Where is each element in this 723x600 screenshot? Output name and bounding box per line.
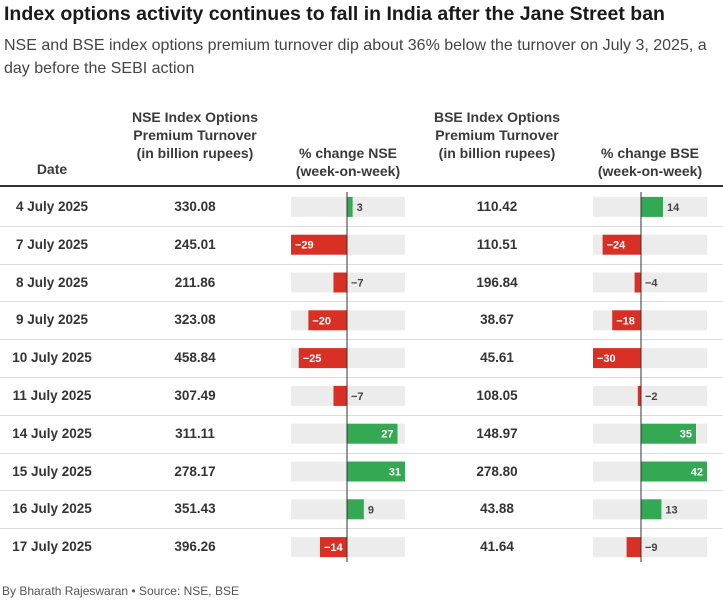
chart-title: Index options activity continues to fall… xyxy=(4,3,665,25)
nse-pct-label: −7 xyxy=(351,391,364,403)
row-nse-turnover: 245.01 xyxy=(174,236,216,252)
row-date: 17 July 2025 xyxy=(12,539,92,555)
row-date: 10 July 2025 xyxy=(12,350,92,366)
row-divider xyxy=(0,528,723,530)
bse-pct-label: −30 xyxy=(597,353,616,365)
row-nse-turnover: 458.84 xyxy=(174,350,216,366)
bse-pct-label: −4 xyxy=(645,278,658,290)
nse-pct-bar xyxy=(333,272,347,293)
bse-bar-track xyxy=(593,537,707,558)
bse-bar-track xyxy=(593,385,707,406)
row-date: 7 July 2025 xyxy=(15,236,89,252)
row-date: 11 July 2025 xyxy=(12,387,92,403)
row-date: 16 July 2025 xyxy=(12,501,92,517)
header-nse-turnover: NSE Index Options Premium Turnover (in b… xyxy=(131,109,258,161)
bse-pct-label: −9 xyxy=(645,542,658,554)
row-date: 14 July 2025 xyxy=(12,425,92,441)
row-nse-turnover: 330.08 xyxy=(174,198,216,214)
row-nse-turnover: 307.49 xyxy=(174,387,216,403)
row-nse-turnover: 351.43 xyxy=(174,501,216,517)
row-bse-turnover: 38.67 xyxy=(480,312,514,328)
bse-pct-bar xyxy=(641,461,707,482)
nse-bar-track xyxy=(291,272,405,293)
bse-pct-bar xyxy=(626,537,641,558)
row-bse-turnover: 148.97 xyxy=(476,425,518,441)
header-bse-turnover: BSE Index Options Premium Turnover (in b… xyxy=(433,109,560,161)
row-bse-turnover: 108.05 xyxy=(476,387,518,403)
row-bse-turnover: 41.64 xyxy=(480,539,514,555)
bse-pct-bar xyxy=(641,499,662,520)
bse-bar-track xyxy=(593,310,707,331)
row-divider xyxy=(0,263,723,265)
bse-pct-label: 35 xyxy=(680,429,692,441)
row-divider xyxy=(0,452,723,454)
nse-bar-track xyxy=(291,310,405,331)
nse-pct-bar xyxy=(347,423,398,444)
nse-pct-label: 9 xyxy=(368,504,374,516)
row-date: 15 July 2025 xyxy=(12,463,92,479)
row-bse-turnover: 110.42 xyxy=(476,198,518,214)
nse-bar-track xyxy=(291,385,405,406)
row-nse-turnover: 323.08 xyxy=(174,312,216,328)
bse-pct-bar xyxy=(602,234,641,255)
nse-pct-bar xyxy=(347,196,353,217)
row-bse-turnover: 43.88 xyxy=(480,501,514,517)
bse-pct-label: 14 xyxy=(667,202,680,214)
row-divider xyxy=(0,301,723,303)
bse-bar-track xyxy=(593,272,707,293)
nse-pct-bar xyxy=(319,537,347,558)
nse-pct-bar xyxy=(347,499,364,520)
nse-pct-label: 27 xyxy=(381,429,393,441)
nse-pct-label: 3 xyxy=(357,202,363,214)
nse-pct-label: −14 xyxy=(324,542,344,554)
nse-bar-track xyxy=(291,537,405,558)
nse-pct-bar xyxy=(347,461,405,482)
bse-pct-label: −18 xyxy=(616,315,635,327)
bse-pct-label: 13 xyxy=(665,504,677,516)
row-nse-turnover: 211.86 xyxy=(174,274,216,290)
row-bse-turnover: 196.84 xyxy=(476,274,518,290)
row-bse-turnover: 110.51 xyxy=(476,236,518,252)
row-divider xyxy=(0,414,723,416)
row-divider xyxy=(0,225,723,227)
header-rule xyxy=(0,185,723,187)
row-nse-turnover: 396.26 xyxy=(174,539,216,555)
nse-pct-bar xyxy=(308,310,347,331)
bse-pct-bar xyxy=(637,385,641,406)
header-nse-pct-change: % change NSE (week-on-week) xyxy=(295,145,401,179)
bse-pct-label: −2 xyxy=(645,391,658,403)
bse-pct-label: 42 xyxy=(691,467,703,479)
nse-pct-label: −7 xyxy=(351,278,364,290)
nse-pct-label: −29 xyxy=(295,240,314,252)
nse-pct-bar xyxy=(291,234,347,255)
bse-pct-label: −24 xyxy=(607,240,627,252)
footer-credit: By Bharath Rajeswaran • Source: NSE, BSE xyxy=(2,584,239,598)
row-bse-turnover: 45.61 xyxy=(480,350,514,366)
bse-pct-bar xyxy=(612,310,641,331)
row-divider xyxy=(0,339,723,341)
row-nse-turnover: 311.11 xyxy=(175,425,215,441)
header-bse-pct-change: % change BSE (week-on-week) xyxy=(597,145,703,179)
bse-pct-bar xyxy=(634,272,641,293)
bse-pct-bar xyxy=(641,423,696,444)
row-bse-turnover: 278.80 xyxy=(476,463,518,479)
row-nse-turnover: 278.17 xyxy=(174,463,216,479)
row-date: 8 July 2025 xyxy=(15,274,89,290)
nse-pct-label: 31 xyxy=(389,467,401,479)
bse-pct-bar xyxy=(641,196,663,217)
nse-pct-label: −20 xyxy=(312,315,331,327)
nse-pct-bar xyxy=(298,348,347,369)
nse-pct-bar xyxy=(333,385,347,406)
bse-pct-bar xyxy=(593,348,641,369)
nse-pct-label: −25 xyxy=(303,353,322,365)
row-date: 4 July 2025 xyxy=(15,198,89,214)
chart-subtitle: NSE and BSE index options premium turnov… xyxy=(4,37,707,77)
header-date: Date xyxy=(36,161,68,177)
row-divider xyxy=(0,377,723,378)
row-date: 9 July 2025 xyxy=(15,312,89,328)
row-divider xyxy=(0,490,723,492)
